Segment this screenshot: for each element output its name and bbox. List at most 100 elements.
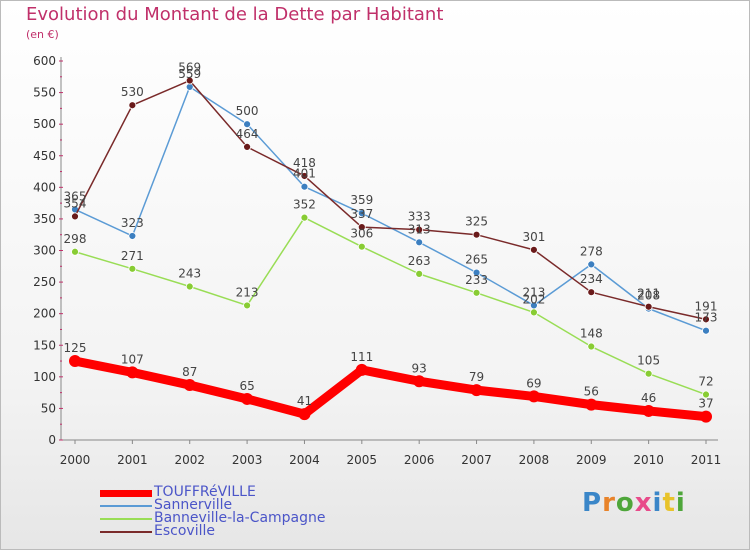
data-point	[527, 390, 540, 403]
data-point	[300, 213, 309, 222]
data-point	[587, 260, 596, 269]
data-label: 569	[178, 61, 201, 75]
data-label: 325	[465, 215, 488, 229]
y-tick-label: 450	[33, 149, 56, 163]
legend-swatch	[100, 518, 152, 520]
data-label: 323	[121, 216, 144, 230]
data-label: 359	[350, 193, 373, 207]
data-label: 243	[178, 267, 201, 281]
data-point	[243, 143, 251, 151]
x-tick-label: 2010	[633, 453, 664, 467]
logo-letter: i	[652, 488, 663, 518]
data-point	[587, 342, 596, 351]
data-point	[298, 408, 311, 421]
data-label: 213	[236, 285, 259, 299]
data-label: 46	[641, 391, 656, 405]
chart-unit-label: (en €)	[26, 28, 59, 41]
data-label: 87	[182, 365, 197, 379]
y-tick-label: 400	[33, 180, 56, 194]
data-point	[300, 182, 309, 191]
data-point	[126, 366, 139, 379]
data-point	[472, 268, 481, 277]
y-tick-label: 500	[33, 117, 56, 131]
y-tick-label: 0	[48, 433, 56, 447]
data-label: 313	[408, 222, 431, 236]
data-point	[415, 225, 424, 234]
data-label: 301	[522, 230, 545, 244]
data-label: 105	[637, 354, 660, 368]
x-tick-label: 2002	[174, 453, 205, 467]
data-label: 365	[64, 189, 87, 203]
data-label: 233	[465, 273, 488, 287]
data-label: 72	[698, 375, 713, 389]
legend-swatch	[100, 531, 152, 533]
x-tick-label: 2001	[117, 453, 148, 467]
logo-letter: t	[662, 488, 676, 518]
data-point	[587, 288, 596, 297]
data-point	[413, 375, 426, 388]
data-label: 500	[236, 104, 259, 118]
x-tick-label: 2007	[461, 453, 492, 467]
data-point	[357, 209, 366, 218]
x-tick-label: 2009	[576, 453, 607, 467]
data-label: 401	[293, 167, 316, 181]
data-point	[243, 120, 251, 129]
data-point	[128, 101, 137, 110]
data-label: 107	[121, 352, 144, 366]
data-point	[357, 223, 366, 232]
data-label: 530	[121, 85, 144, 99]
data-label: 65	[239, 379, 254, 393]
chart-title: Evolution du Montant de la Dette par Hab…	[26, 4, 444, 25]
data-label: 263	[408, 254, 431, 268]
data-point	[472, 288, 481, 297]
data-label: 173	[695, 311, 718, 325]
legend-label: Banneville-la-Campagne	[154, 510, 326, 526]
data-label: 56	[584, 385, 599, 399]
data-label: 191	[695, 299, 718, 313]
data-label: 37	[698, 397, 713, 411]
legend-label: Sannerville	[154, 497, 233, 513]
data-label: 211	[637, 287, 660, 301]
data-label: 69	[526, 376, 541, 390]
data-label: 148	[580, 327, 603, 341]
data-label: 79	[469, 370, 484, 384]
series-line-1	[74, 86, 707, 332]
data-point	[243, 301, 251, 310]
data-label: 213	[522, 285, 545, 299]
data-point	[472, 230, 481, 239]
series-line-0	[70, 356, 711, 422]
data-point	[530, 245, 538, 254]
data-point	[702, 390, 710, 399]
legend-label: Escoville	[154, 523, 215, 539]
data-point	[128, 232, 137, 240]
series-line-2	[74, 216, 707, 396]
x-tick-label: 2006	[404, 453, 435, 467]
y-tick-label: 100	[33, 370, 56, 384]
data-point	[642, 404, 655, 417]
data-label: 333	[408, 210, 431, 224]
data-point	[71, 212, 79, 221]
data-label: 125	[64, 341, 87, 355]
data-point	[644, 369, 653, 378]
data-point	[185, 76, 194, 85]
data-point	[300, 172, 309, 180]
data-label: 265	[465, 253, 488, 267]
data-label: 418	[293, 156, 316, 170]
logo-letter: o	[615, 488, 635, 518]
data-label: 278	[580, 244, 603, 258]
data-point	[185, 282, 194, 291]
legend-swatch	[100, 505, 152, 507]
data-point	[702, 315, 710, 324]
x-tick-label: 2004	[289, 453, 320, 467]
data-point	[69, 355, 81, 368]
legend-label: TOUFFRéVILLE	[154, 484, 256, 500]
data-point	[71, 247, 79, 256]
y-tick-label: 50	[41, 401, 56, 415]
logo-letter: r	[602, 488, 616, 518]
logo-letter: x	[634, 488, 653, 518]
data-label: 354	[64, 196, 87, 210]
y-tick-label: 200	[33, 307, 56, 321]
data-point	[241, 392, 254, 405]
data-label: 352	[293, 198, 316, 212]
